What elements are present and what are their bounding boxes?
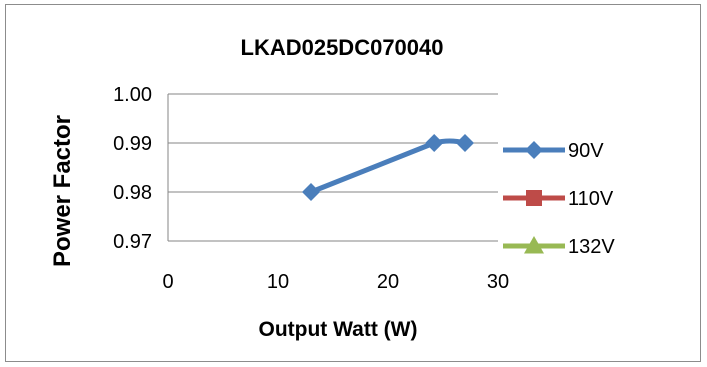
y-axis-label: Power Factor xyxy=(49,115,76,267)
legend-label-90V: 90V xyxy=(568,140,604,162)
y-tick-label-0: 0.97 xyxy=(113,231,152,253)
y-tick-label-3: 1.00 xyxy=(113,84,152,106)
x-tick-label-0: 0 xyxy=(162,271,173,293)
y-tick-labels: 0.97 0.98 0.99 1.00 xyxy=(113,84,152,253)
x-tick-label-3: 30 xyxy=(487,271,509,293)
chart-area: LKAD025DC070040 0.97 0.98 0.99 1.00 0 10 20 30… xyxy=(5,4,701,362)
chart-title: LKAD025DC070040 xyxy=(241,35,444,60)
legend-label-110V: 110V xyxy=(568,188,614,210)
legend-label-132V: 132V xyxy=(568,236,615,258)
legend-marker-90V xyxy=(525,141,543,159)
data-point-90V-1 xyxy=(425,134,444,152)
data-point-90V-2 xyxy=(456,134,474,152)
series-line-90V xyxy=(310,138,466,195)
data-point-90V-0 xyxy=(302,183,320,201)
gridlines xyxy=(168,93,498,242)
legend-marker-132V xyxy=(524,236,544,254)
data-series xyxy=(302,134,474,201)
x-axis-label: Output Watt (W) xyxy=(259,318,418,341)
y-tick-label-1: 0.98 xyxy=(113,182,152,204)
chart-canvas: LKAD025DC070040 0.97 0.98 0.99 1.00 0 10 20 30… xyxy=(49,35,615,341)
x-tick-labels: 0 10 20 30 xyxy=(162,271,509,293)
x-tick-label-1: 10 xyxy=(267,271,289,293)
legend: 90V 110V 132V xyxy=(503,140,615,258)
x-tick-label-2: 20 xyxy=(377,271,399,293)
legend-marker-110V xyxy=(526,190,542,206)
y-tick-label-2: 0.99 xyxy=(113,133,152,155)
